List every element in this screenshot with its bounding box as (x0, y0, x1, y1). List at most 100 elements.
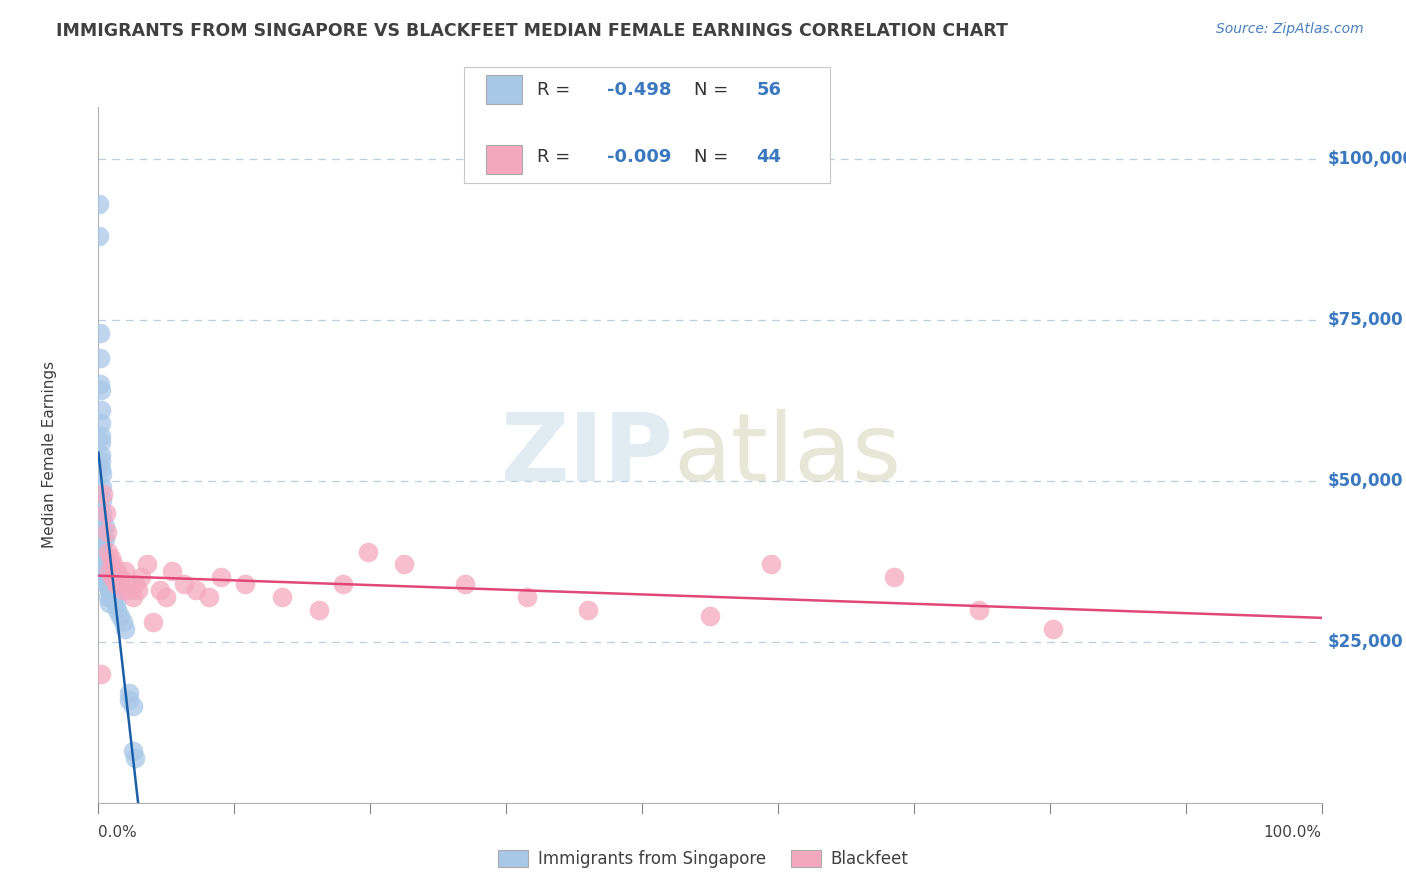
Point (90, 402, 112, 417)
Point (576, 602, 599, 616)
Text: -0.009: -0.009 (606, 148, 671, 166)
Point (136, 558, 159, 572)
Point (94, 551, 117, 566)
Point (118, 583, 141, 598)
Point (124, 576, 146, 591)
Point (90, 384, 112, 398)
Point (121, 699, 143, 714)
Point (103, 570, 125, 584)
Text: $25,000: $25,000 (1327, 632, 1403, 651)
Point (91, 512, 114, 526)
Text: IMMIGRANTS FROM SINGAPORE VS BLACKFEET MEDIAN FEMALE EARNINGS CORRELATION CHART: IMMIGRANTS FROM SINGAPORE VS BLACKFEET M… (56, 22, 1008, 40)
Point (87, 196, 110, 211)
Point (90, 460, 112, 475)
Text: $75,000: $75,000 (1327, 310, 1403, 328)
Point (91, 538, 114, 552)
Point (93, 518, 115, 533)
Point (101, 558, 124, 572)
Legend: Immigrants from Singapore, Blackfeet: Immigrants from Singapore, Blackfeet (491, 843, 915, 875)
Text: $100,000: $100,000 (1327, 150, 1406, 168)
Text: 100.0%: 100.0% (1264, 825, 1322, 840)
Point (97, 590, 120, 604)
Point (96, 525, 118, 540)
Point (97, 544, 120, 558)
Text: atlas: atlas (673, 409, 901, 501)
Point (111, 615, 134, 630)
Point (91, 480, 114, 494)
Point (967, 602, 990, 616)
Point (233, 576, 256, 591)
Text: Median Female Earnings: Median Female Earnings (42, 361, 58, 549)
Point (129, 570, 152, 584)
Point (515, 590, 537, 604)
Point (118, 692, 141, 706)
Point (197, 590, 219, 604)
Point (90, 454, 112, 468)
Point (93, 551, 115, 566)
Point (87, 228, 110, 243)
Point (100, 551, 122, 566)
Point (118, 686, 141, 700)
Point (91, 558, 114, 572)
Point (89, 377, 111, 392)
Point (107, 576, 129, 591)
Text: ZIP: ZIP (501, 409, 673, 501)
Point (103, 590, 125, 604)
Text: N =: N = (695, 148, 728, 166)
Point (89, 351, 111, 366)
Point (1042, 622, 1064, 636)
Point (111, 583, 134, 598)
Point (454, 576, 477, 591)
Point (160, 564, 183, 578)
Point (90, 435, 112, 450)
Point (91, 506, 114, 520)
Point (93, 532, 115, 546)
Point (100, 576, 122, 591)
Point (89, 326, 111, 340)
Point (127, 583, 149, 598)
Point (110, 609, 132, 624)
Point (90, 416, 112, 430)
Text: 44: 44 (756, 148, 782, 166)
Point (110, 570, 132, 584)
Point (104, 596, 127, 610)
Point (98, 583, 121, 598)
Point (91, 558, 114, 572)
Point (98, 596, 121, 610)
Point (308, 602, 330, 616)
Point (91, 544, 114, 558)
Point (356, 544, 378, 558)
Point (91, 551, 114, 566)
FancyBboxPatch shape (486, 75, 523, 104)
FancyBboxPatch shape (486, 145, 523, 174)
Point (392, 558, 416, 572)
Point (94, 576, 117, 591)
Point (332, 576, 354, 591)
Point (173, 576, 195, 591)
Point (101, 570, 124, 584)
Point (121, 744, 143, 758)
Point (101, 583, 124, 598)
Point (91, 532, 114, 546)
Point (91, 493, 114, 508)
Point (699, 609, 721, 624)
Point (94, 506, 117, 520)
Point (90, 428, 112, 442)
Point (91, 532, 114, 546)
Point (90, 448, 112, 462)
Point (270, 590, 294, 604)
Point (761, 558, 783, 572)
Point (93, 564, 115, 578)
Point (124, 750, 146, 764)
Point (105, 564, 128, 578)
Text: 56: 56 (756, 81, 782, 99)
Point (91, 525, 114, 540)
Point (90, 667, 112, 681)
Text: Source: ZipAtlas.com: Source: ZipAtlas.com (1216, 22, 1364, 37)
Point (91, 486, 114, 500)
Point (121, 590, 143, 604)
Point (114, 564, 136, 578)
Point (97, 564, 120, 578)
Point (96, 576, 118, 591)
Point (100, 590, 122, 604)
